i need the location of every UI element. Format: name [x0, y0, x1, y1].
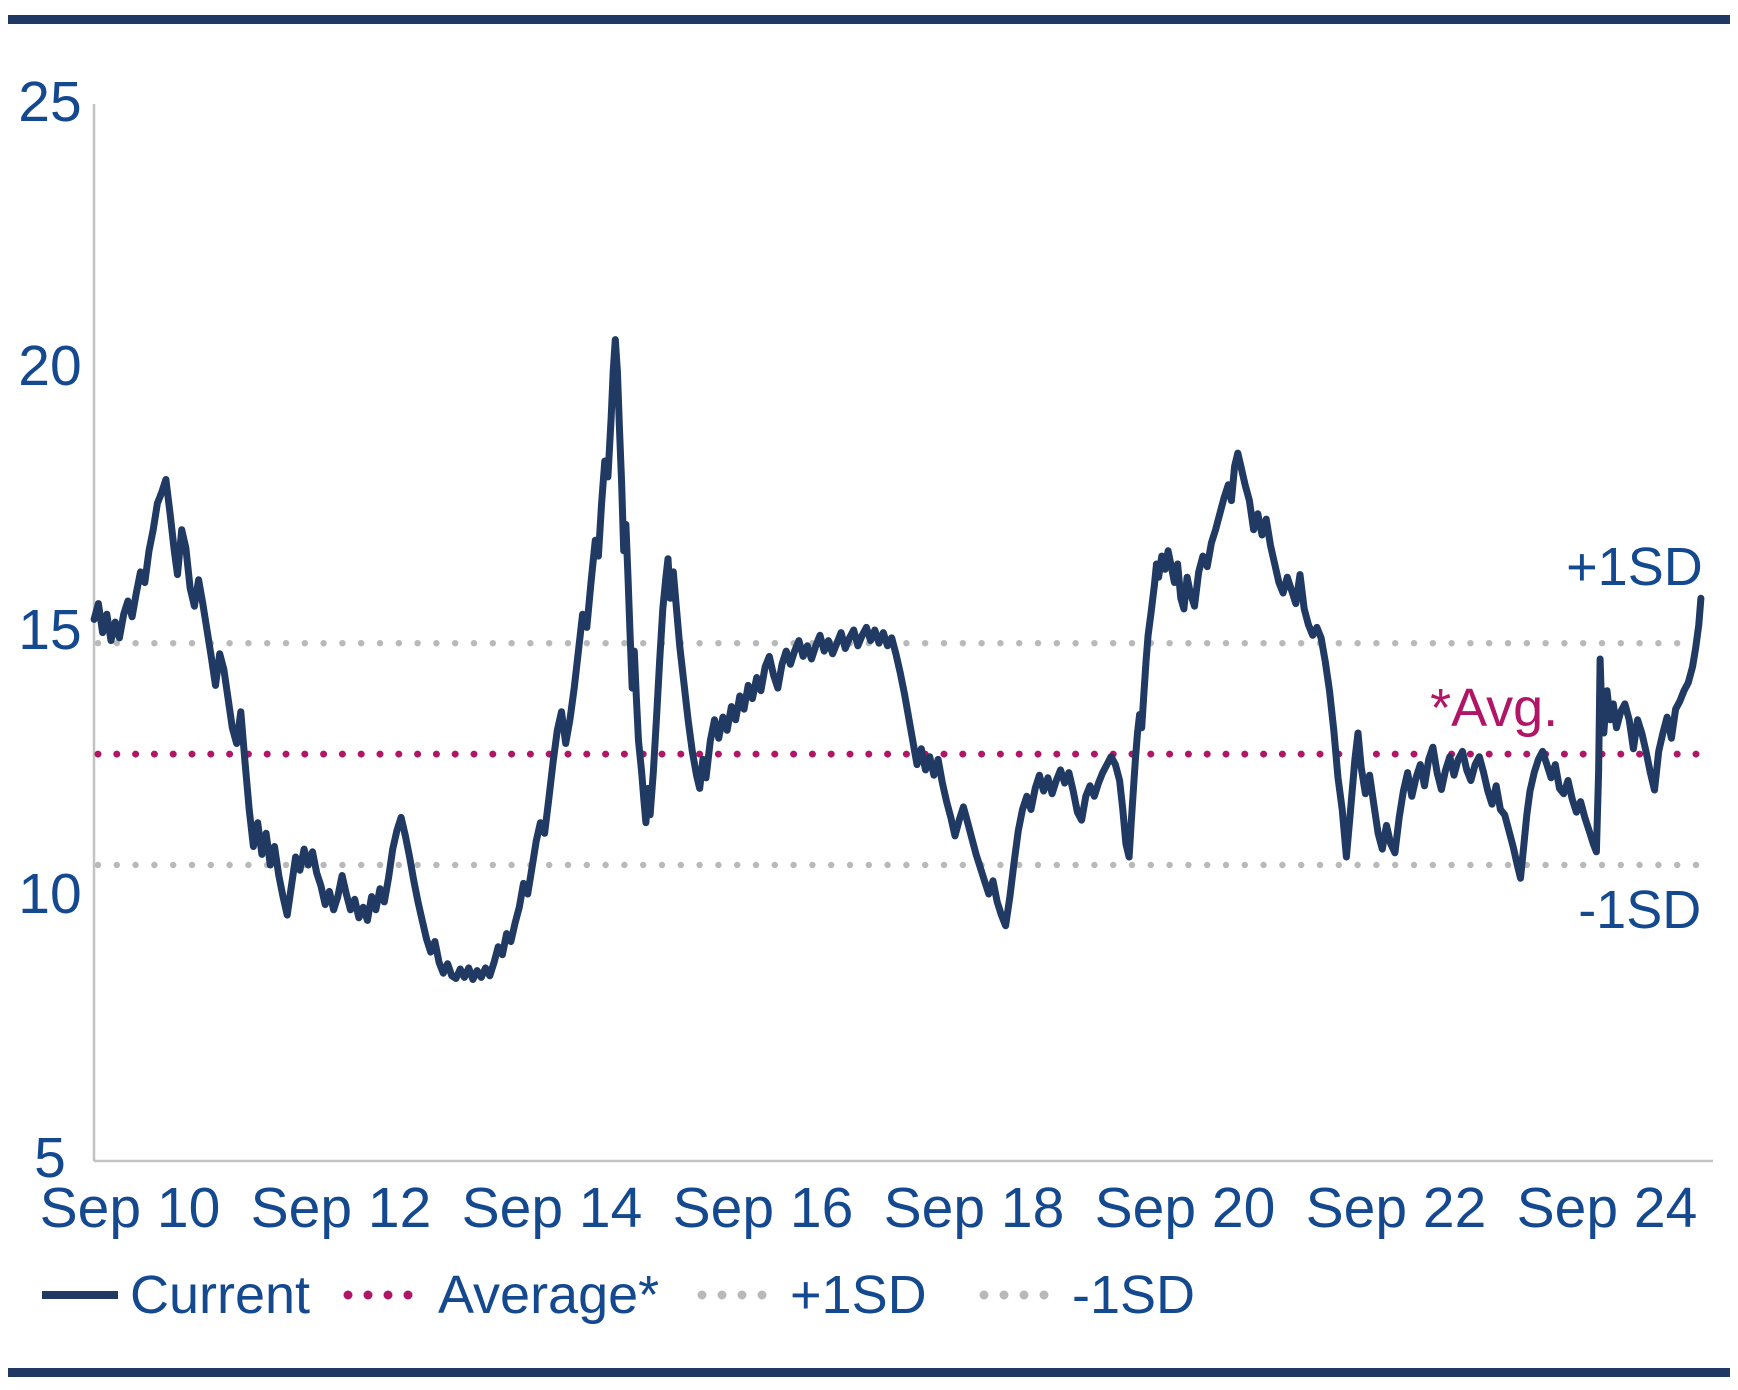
annotation-1sd: -1SD: [1578, 880, 1701, 940]
x-tick-label: Sep 22: [1306, 1176, 1487, 1240]
x-tick-label: Sep 24: [1517, 1176, 1698, 1240]
y-tick-label: 15: [18, 598, 81, 662]
y-tick-label: 10: [18, 862, 81, 926]
x-tick-label: Sep 16: [673, 1176, 854, 1240]
legend-label-current: Current: [130, 1265, 310, 1325]
legend-label-average: Average*: [438, 1265, 659, 1325]
series-lines: [90, 336, 1705, 983]
x-tick-label: Sep 20: [1095, 1176, 1276, 1240]
x-axis-tick-labels: Sep 10 Sep 12 Sep 14 Sep 16 Sep 18 Sep 20 Sep …: [40, 1176, 1698, 1240]
x-tick-label: Sep 10: [40, 1176, 221, 1240]
annotation-1sd: +1SD: [1566, 537, 1703, 597]
bottom-border-bar: [8, 1368, 1730, 1377]
series-line-current: [90, 336, 1705, 983]
annotation-avg: *Avg.: [1430, 678, 1558, 738]
y-axis-tick-labels: 25 20 15 10 5: [18, 70, 81, 1190]
x-tick-label: Sep 14: [462, 1176, 643, 1240]
y-tick-label: 25: [18, 70, 81, 134]
legend: Current Average* +1SD -1SD: [42, 1265, 1195, 1325]
y-tick-label: 5: [34, 1126, 66, 1190]
legend-label-1sd: -1SD: [1072, 1265, 1195, 1325]
legend-label-1sd: +1SD: [790, 1265, 927, 1325]
x-tick-label: Sep 12: [251, 1176, 432, 1240]
chart-annotations: +1SD *Avg. -1SD: [1430, 537, 1703, 940]
top-border-bar: [8, 15, 1730, 24]
x-tick-label: Sep 18: [884, 1176, 1065, 1240]
y-tick-label: 20: [18, 334, 81, 398]
